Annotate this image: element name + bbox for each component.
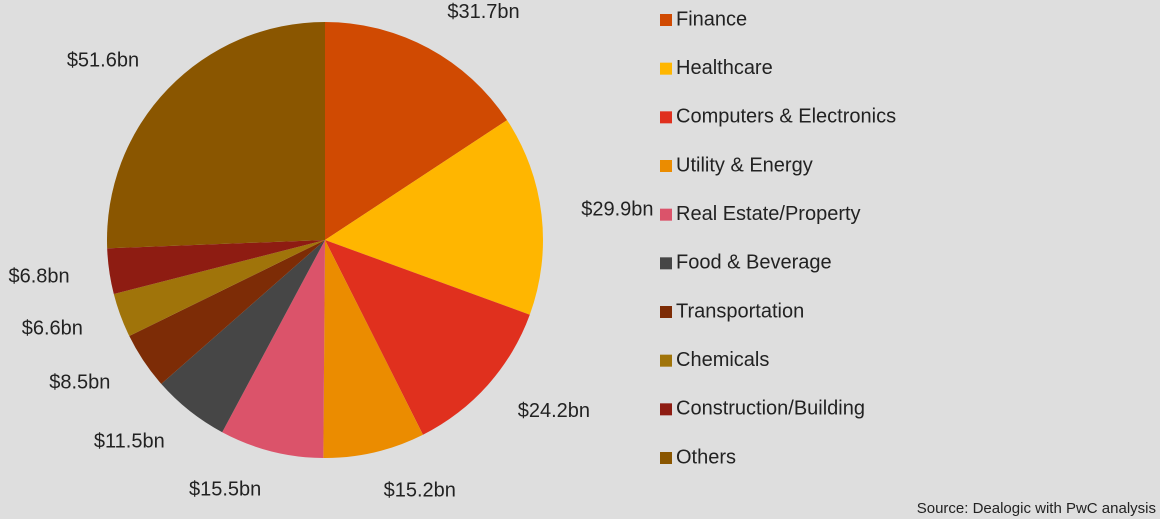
pie-slice <box>325 120 543 315</box>
legend-swatch <box>660 257 672 270</box>
pie-slice <box>106 22 325 249</box>
legend-label: Computers & Electronics <box>676 106 896 128</box>
data-label: $8.5bn <box>49 372 110 394</box>
legend-swatch <box>660 111 672 124</box>
pie-slice <box>107 240 325 294</box>
pie-slice <box>323 240 423 458</box>
pie-slice <box>325 240 530 435</box>
legend-label: Real Estate/Property <box>676 203 861 225</box>
data-label: $6.8bn <box>9 265 70 287</box>
legend-label: Utility & Energy <box>676 154 813 176</box>
legend-swatch <box>660 306 672 318</box>
pie-slice <box>161 240 325 433</box>
pie-slice <box>222 240 325 458</box>
legend-label: Finance <box>676 8 747 30</box>
legend-swatch <box>660 403 672 416</box>
legend-swatch <box>660 160 672 172</box>
data-label: $6.6bn <box>22 318 83 340</box>
legend-swatch <box>660 208 672 221</box>
legend-swatch <box>660 62 672 75</box>
legend-label: Construction/Building <box>676 398 865 420</box>
legend-swatch <box>660 14 672 26</box>
legend-label: Others <box>676 446 736 468</box>
data-label: $31.7bn <box>447 1 519 23</box>
data-label: $29.9bn <box>581 198 653 220</box>
data-label: $24.2bn <box>518 400 590 422</box>
source-note: Source: Dealogic with PwC analysis <box>917 500 1156 517</box>
legend-swatch <box>660 354 672 367</box>
data-label: $51.6bn <box>67 49 139 71</box>
data-label: $11.5bn <box>94 430 165 452</box>
data-label: $15.2bn <box>384 480 456 502</box>
data-label: $15.5bn <box>189 478 261 500</box>
legend-swatch <box>660 452 672 464</box>
pie-slice <box>325 22 508 240</box>
legend-label: Food & Beverage <box>676 252 832 274</box>
pie-slice <box>113 240 325 337</box>
legend-label: Transportation <box>676 300 804 322</box>
legend-label: Chemicals <box>676 349 769 371</box>
legend-label: Healthcare <box>676 57 773 79</box>
pie-slice <box>129 240 325 384</box>
